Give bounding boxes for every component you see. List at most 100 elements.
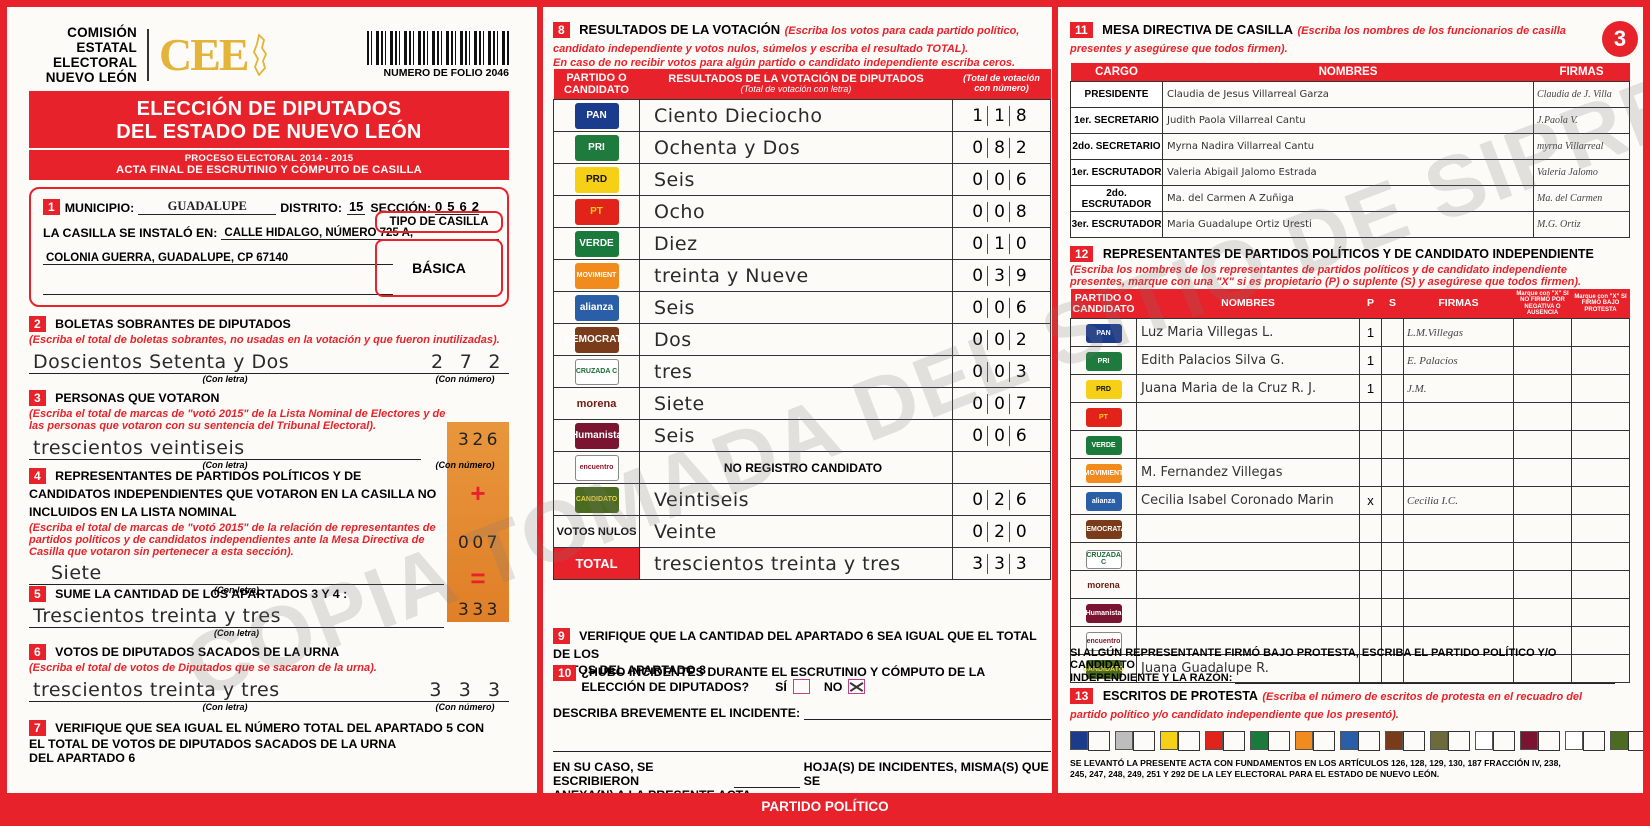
rep-firma[interactable] — [1403, 654, 1514, 684]
rep-negativa-mark[interactable] — [1513, 402, 1572, 432]
rep-nombre[interactable] — [1136, 402, 1360, 432]
votes-letra-cell[interactable]: tres — [639, 355, 953, 389]
rep-propietario-mark[interactable] — [1359, 514, 1382, 544]
protest-count-box[interactable] — [1628, 731, 1643, 751]
rep-protesta-mark[interactable] — [1571, 346, 1630, 376]
seccion-digits[interactable]: 0 5 6 2 — [435, 199, 479, 215]
rep-nombre[interactable]: Juana Maria de la Cruz R. J. — [1136, 374, 1360, 404]
rep-firma[interactable] — [1403, 430, 1514, 460]
rep-nombre[interactable]: Edith Palacios Silva G. — [1136, 346, 1360, 376]
rep-nombre[interactable]: Juana Guadalupe R. — [1136, 654, 1360, 684]
section-6-letra[interactable]: trescientos treinta y tres — [29, 679, 421, 702]
rep-propietario-mark[interactable] — [1359, 430, 1382, 460]
votes-letra-cell[interactable]: Dos — [639, 323, 953, 357]
protest-count-box[interactable] — [1493, 731, 1515, 751]
rep-firma[interactable] — [1403, 598, 1514, 628]
rep-nombre[interactable]: Cecilia Isabel Coronado Marin — [1136, 486, 1360, 516]
rep-protesta-mark[interactable] — [1571, 598, 1630, 628]
rep-nombre[interactable] — [1136, 542, 1360, 572]
hojas-incidentes-input[interactable] — [734, 775, 800, 788]
rep-negativa-mark[interactable] — [1513, 374, 1572, 404]
municipio-value[interactable]: GUADALUPE — [138, 199, 277, 215]
rep-firma[interactable] — [1403, 402, 1514, 432]
votes-letra-cell[interactable]: Diez — [639, 227, 953, 261]
votes-letra-cell[interactable]: Ciento Dieciocho — [639, 99, 953, 133]
protest-count-box[interactable] — [1223, 731, 1245, 751]
casilla-address-line-2[interactable]: COLONIA GUERRA, GUADALUPE, CP 67140 — [43, 252, 393, 265]
rep-negativa-mark[interactable] — [1513, 458, 1572, 488]
rep-propietario-mark[interactable]: 1 — [1359, 318, 1382, 348]
distrito-value[interactable]: 15 — [346, 199, 366, 215]
rep-firma[interactable]: L.M.Villegas — [1403, 318, 1514, 348]
votes-letra-cell[interactable]: Ochenta y Dos — [639, 131, 953, 165]
no-checkbox[interactable] — [848, 679, 866, 694]
rep-propietario-mark[interactable] — [1359, 458, 1382, 488]
votes-letra-cell[interactable]: Veintiseis — [639, 483, 953, 517]
rep-protesta-mark[interactable] — [1571, 486, 1630, 516]
rep-negativa-mark[interactable] — [1513, 542, 1572, 572]
funcionario-firma[interactable]: myrna Villarreal — [1533, 133, 1630, 160]
protest-count-box[interactable] — [1538, 731, 1560, 751]
rep-propietario-mark[interactable] — [1359, 598, 1382, 628]
rep-protesta-mark[interactable] — [1571, 570, 1630, 600]
rep-protesta-mark[interactable] — [1571, 402, 1630, 432]
casilla-address-line-1[interactable]: CALLE HIDALGO, NÚMERO 725 A, — [221, 227, 499, 240]
rep-negativa-mark[interactable] — [1513, 570, 1572, 600]
protest-count-box[interactable] — [1358, 731, 1380, 751]
funcionario-nombre[interactable]: Ma. del Carmen A Zuñiga — [1162, 185, 1534, 212]
rep-negativa-mark[interactable] — [1513, 654, 1572, 684]
section-5-letra[interactable]: Trescientos treinta y tres — [29, 605, 444, 628]
total-letra-cell[interactable]: trescientos treinta y tres — [639, 547, 953, 581]
rep-suplente-mark[interactable] — [1381, 402, 1404, 432]
funcionario-firma[interactable]: Valeria Jalomo — [1533, 159, 1630, 186]
si-checkbox[interactable] — [792, 679, 810, 694]
protest-count-box[interactable] — [1403, 731, 1425, 751]
rep-suplente-mark[interactable] — [1381, 346, 1404, 376]
rep-protesta-mark[interactable] — [1571, 542, 1630, 572]
rep-propietario-mark[interactable]: 1 — [1359, 346, 1382, 376]
section-2-numero[interactable]: 2 7 2 — [421, 351, 509, 374]
rep-protesta-mark[interactable] — [1571, 374, 1630, 404]
section-6-numero[interactable]: 3 3 3 — [421, 679, 509, 702]
protest-count-box[interactable] — [1088, 731, 1110, 751]
protest-count-box[interactable] — [1268, 731, 1290, 751]
incident-input-line-1[interactable] — [804, 706, 1051, 720]
rep-suplente-mark[interactable] — [1381, 374, 1404, 404]
rep-nombre[interactable] — [1136, 598, 1360, 628]
votes-letra-cell[interactable]: Seis — [639, 419, 953, 453]
rep-protesta-mark[interactable] — [1571, 654, 1630, 684]
rep-protesta-mark[interactable] — [1571, 514, 1630, 544]
protest-count-box[interactable] — [1448, 731, 1470, 751]
rep-nombre[interactable] — [1136, 514, 1360, 544]
funcionario-nombre[interactable]: Maria Guadalupe Ortiz Uresti — [1162, 211, 1534, 238]
rep-propietario-mark[interactable]: 1 — [1359, 374, 1382, 404]
rep-protesta-mark[interactable] — [1571, 430, 1630, 460]
rep-suplente-mark[interactable] — [1381, 598, 1404, 628]
rep-protesta-mark[interactable] — [1571, 458, 1630, 488]
protest-reason-input[interactable] — [1235, 671, 1615, 684]
rep-nombre[interactable]: Luz Maria Villegas L. — [1136, 318, 1360, 348]
funcionario-firma[interactable]: Claudia de J. Villa — [1533, 81, 1630, 108]
votes-letra-cell[interactable]: Ocho — [639, 195, 953, 229]
rep-propietario-mark[interactable]: x — [1359, 486, 1382, 516]
protest-count-box[interactable] — [1178, 731, 1200, 751]
funcionario-nombre[interactable]: Claudia de Jesus Villarreal Garza — [1162, 81, 1534, 108]
votes-numero-cell[interactable] — [952, 451, 1051, 485]
rep-negativa-mark[interactable] — [1513, 486, 1572, 516]
funcionario-firma[interactable]: Ma. del Carmen — [1533, 185, 1630, 212]
rep-protesta-mark[interactable] — [1571, 318, 1630, 348]
rep-propietario-mark[interactable] — [1359, 570, 1382, 600]
rep-negativa-mark[interactable] — [1513, 514, 1572, 544]
rep-nombre[interactable] — [1136, 570, 1360, 600]
votes-letra-cell[interactable]: Siete — [639, 387, 953, 421]
rep-negativa-mark[interactable] — [1513, 318, 1572, 348]
